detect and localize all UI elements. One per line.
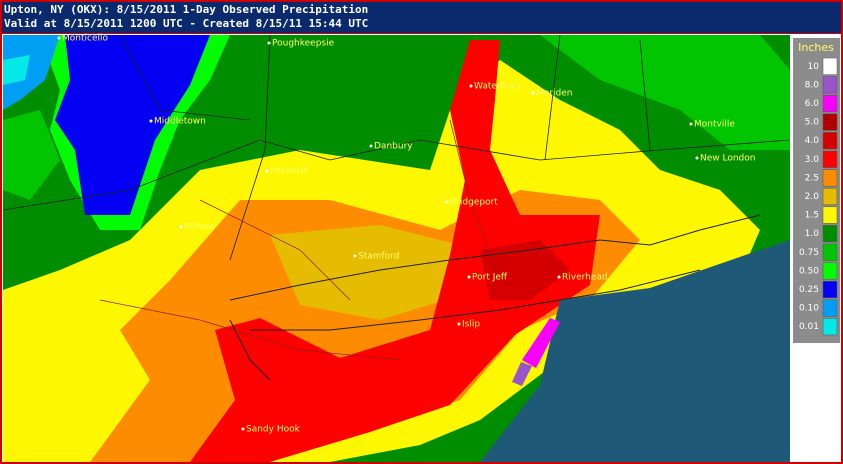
place-label: Bridgeport [450, 198, 498, 208]
legend-label: 10 [808, 62, 820, 72]
place-label: Port Jeff [472, 273, 508, 283]
boundary [3, 35, 790, 261]
legend-swatch [822, 57, 838, 75]
place-dot [57, 36, 61, 40]
place-dot [695, 156, 699, 160]
road [99, 119, 501, 361]
rain-area [512, 362, 532, 386]
legend-swatch [822, 206, 838, 224]
place-label: Islip [462, 320, 480, 330]
rain-area [3, 35, 60, 110]
legend-label: 6.0 [805, 99, 820, 109]
place-dot [369, 144, 373, 148]
place-label: Sandy Hook [246, 425, 301, 435]
place-label: Montville [694, 120, 735, 130]
place-label: Meriden [536, 89, 572, 99]
legend-label: 5.0 [805, 118, 820, 128]
legend-title: Inches [798, 41, 834, 54]
legend-label: 3.0 [805, 155, 820, 165]
map-layers [3, 35, 790, 462]
place-dot [179, 225, 183, 229]
rain-area [190, 40, 600, 462]
rain-area [3, 55, 30, 85]
place-dot [689, 122, 693, 126]
legend-label: 0.75 [799, 248, 819, 258]
header-bar [2, 2, 841, 33]
place-label: Riverhead [562, 273, 608, 283]
legend-swatch [822, 299, 838, 317]
legend-swatch [822, 113, 838, 131]
legend-swatch [822, 169, 838, 187]
legend-swatch [822, 318, 838, 336]
place-dot [267, 41, 271, 45]
legend-swatch [822, 280, 838, 299]
place-dot [469, 84, 473, 88]
place-dot [445, 200, 449, 204]
place-dot [241, 427, 245, 431]
ocean [480, 240, 790, 462]
place-label: Peekskill [270, 167, 309, 177]
place-label: Stamford [358, 252, 399, 262]
rain-area [55, 35, 210, 215]
place-dot [467, 275, 471, 279]
rain-area [540, 35, 790, 150]
legend-label: 1.5 [805, 211, 819, 221]
legend-label: 2.0 [805, 192, 820, 202]
legend-label: 1.0 [805, 229, 820, 239]
legend-swatch [822, 150, 838, 168]
place-dot [353, 254, 357, 258]
place-dot [457, 322, 461, 326]
legend-label: 4.0 [805, 136, 820, 146]
place-label: Poughkeepsie [272, 39, 335, 49]
legend-swatch [822, 262, 838, 280]
place-dot [557, 275, 561, 279]
place-label: Milford [184, 223, 215, 233]
header-subtitle: Valid at 8/15/2011 1200 UTC - Created 8/… [4, 17, 368, 30]
coastline [229, 214, 761, 381]
legend-swatch [822, 225, 838, 243]
legend-label: 8.0 [805, 80, 820, 90]
place-dot [531, 91, 535, 95]
legend: 10 8.0 6.0 5.0 4.0 3.0 2.5 2.0 1.5 1.0 0.75 0.50 0.2… [799, 57, 838, 336]
place-label: Monticello [62, 34, 108, 44]
legend-swatch [822, 187, 838, 206]
rain-area [480, 240, 570, 300]
legend-swatch [822, 94, 838, 113]
place-dot [265, 169, 269, 173]
legend-label: 0.50 [799, 266, 819, 276]
legend-swatch [822, 132, 838, 150]
legend-swatch [822, 76, 838, 94]
legend-label: 0.25 [799, 285, 819, 295]
place-dot [149, 119, 153, 123]
places: Monticello Poughkeepsie Waterbury Meride… [57, 34, 755, 435]
legend-label: 2.5 [805, 173, 819, 183]
place-label: New London [700, 154, 755, 164]
place-label: Waterbury [474, 82, 522, 92]
place-label: Danbury [374, 142, 413, 152]
legend-label: 0.10 [799, 304, 819, 314]
legend-label: 0.01 [799, 322, 819, 332]
rain-area [3, 110, 60, 200]
legend-swatch [822, 243, 838, 261]
place-label: Middletown [154, 117, 206, 127]
rain-area [522, 318, 560, 368]
header-title: Upton, NY (OKX): 8/15/2011 1-Day Observe… [4, 3, 368, 16]
